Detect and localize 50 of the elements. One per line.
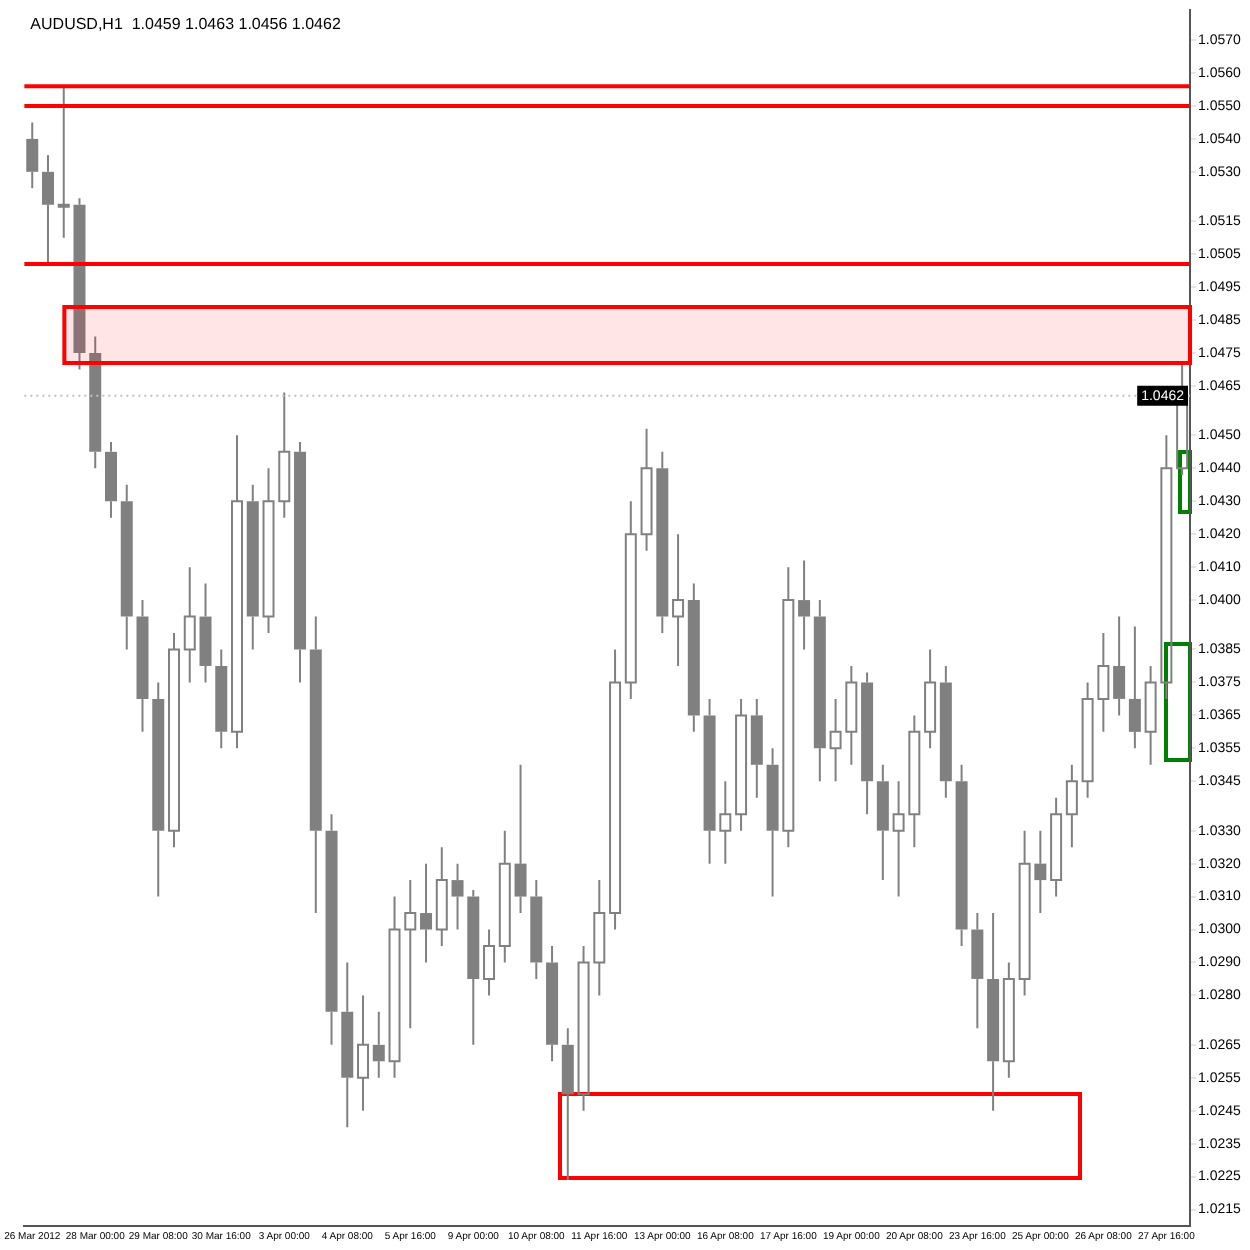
candlestick	[309, 615, 322, 915]
candlestick	[467, 888, 480, 1046]
candlestick	[861, 671, 874, 816]
candlestick	[246, 483, 259, 651]
candlestick	[435, 846, 448, 947]
candlestick	[955, 763, 968, 947]
candlestick	[561, 1027, 574, 1181]
candlestick	[624, 500, 637, 700]
candlestick	[1050, 796, 1063, 898]
candlestick	[231, 434, 244, 750]
candlestick	[294, 440, 307, 684]
candlestick	[735, 697, 748, 832]
candlestick	[924, 648, 937, 750]
candlestick	[105, 440, 117, 519]
candlestick	[89, 335, 102, 470]
candlestick	[1065, 763, 1078, 849]
candlestick	[199, 582, 212, 684]
candlestick	[750, 697, 763, 799]
candlestick	[971, 912, 984, 1030]
candlestick	[514, 763, 527, 915]
candlestick	[183, 566, 196, 684]
candlestick	[483, 928, 496, 997]
candlestick	[451, 862, 464, 931]
candlestick	[136, 599, 149, 733]
candlestick	[687, 582, 700, 733]
candlestick	[609, 648, 622, 931]
candlestick	[357, 994, 370, 1112]
candlestick	[168, 632, 180, 849]
candlestick	[813, 599, 826, 783]
candlestick	[1113, 615, 1126, 717]
candlestick	[26, 121, 39, 190]
candlestick	[341, 961, 354, 1129]
candlestick	[546, 944, 559, 1063]
candlestick	[530, 879, 543, 980]
candlestick	[672, 533, 685, 667]
candlestick	[987, 912, 1000, 1112]
candlestick	[420, 862, 433, 964]
candlestick	[41, 154, 54, 266]
candlestick	[1128, 625, 1141, 750]
chart-title: AUDUSD,H1 1.0459 1.0463 1.0456 1.0462	[30, 14, 342, 33]
candlestick	[325, 813, 338, 1046]
candlestick	[798, 559, 811, 651]
candlestick	[152, 681, 165, 898]
candlestick	[876, 763, 889, 882]
candlestick	[939, 664, 952, 799]
candlestick	[1002, 961, 1015, 1079]
candlestick	[372, 1010, 385, 1079]
candlestick	[120, 483, 133, 651]
candlestick	[498, 829, 511, 964]
candlestick	[215, 648, 228, 750]
